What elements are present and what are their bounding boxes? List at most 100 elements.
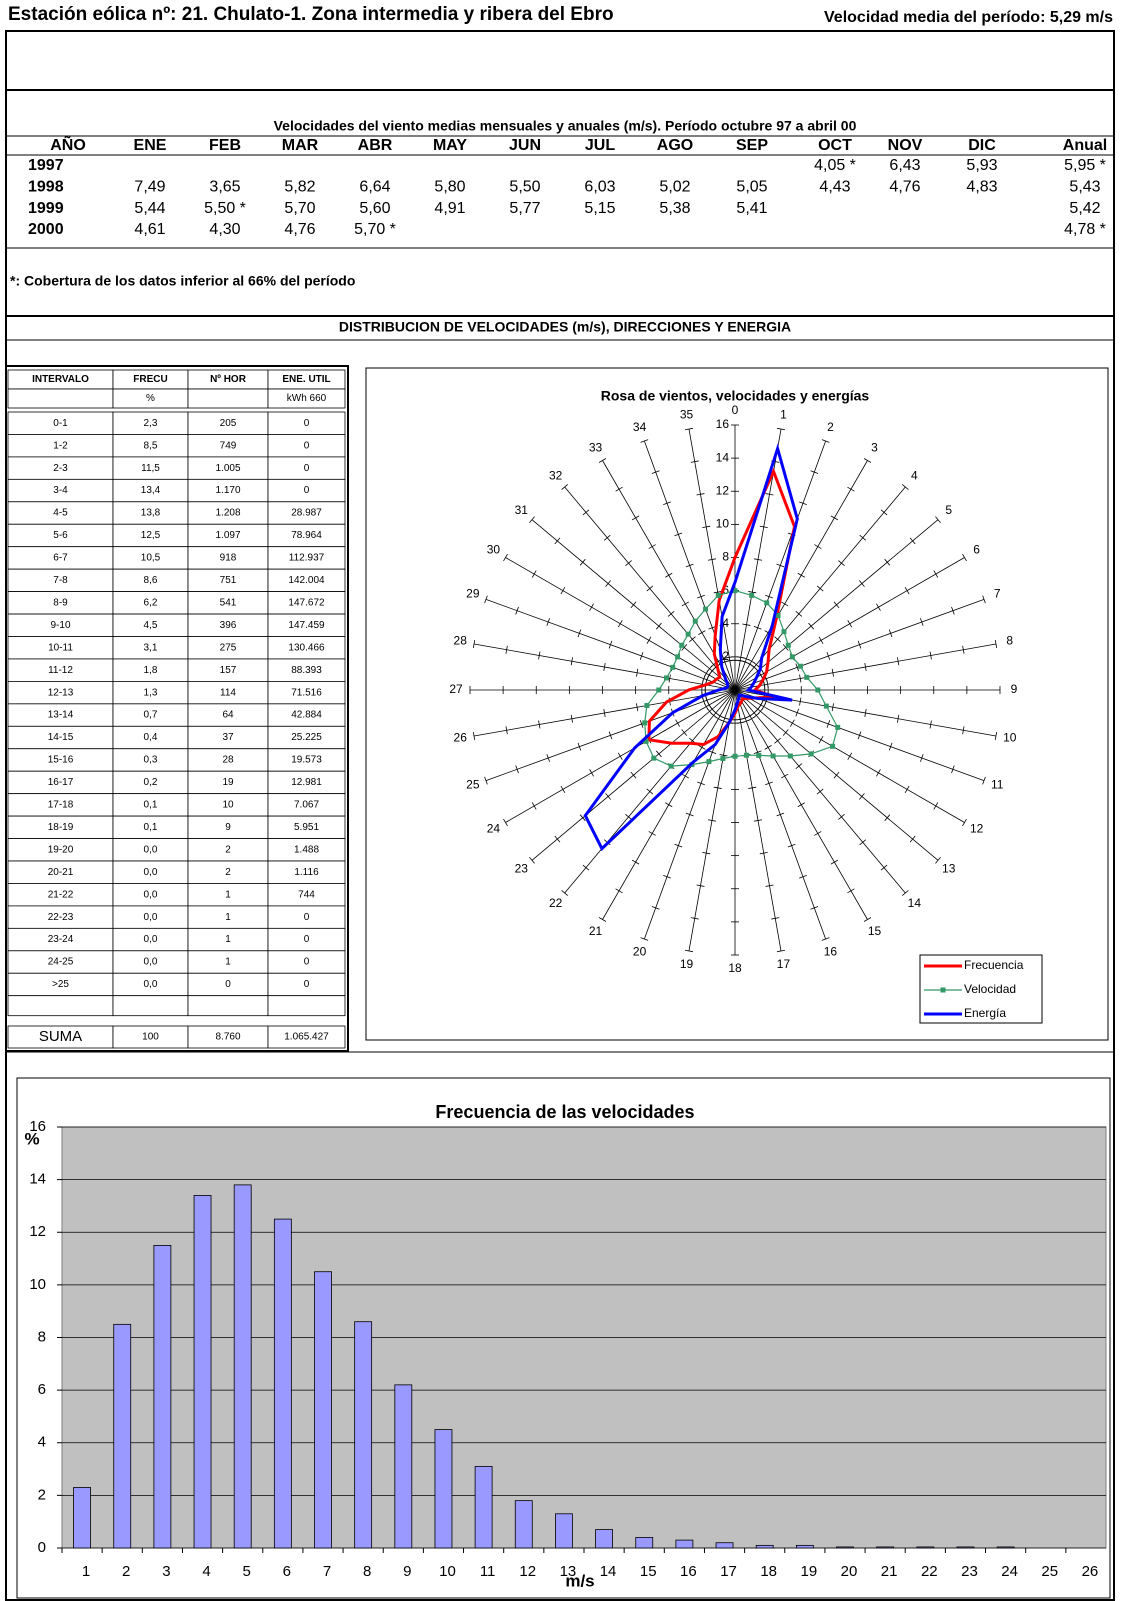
tick-mark	[777, 427, 786, 431]
y-tick-label: 6	[38, 1381, 46, 1398]
tick-mark	[531, 570, 537, 578]
tick-mark	[646, 636, 652, 644]
bar	[956, 1546, 975, 1549]
marker	[775, 612, 781, 618]
marker	[808, 751, 814, 757]
tick-mark	[777, 949, 786, 953]
cell: 14-15	[48, 732, 74, 743]
tick-mark	[579, 814, 586, 822]
tick-mark	[781, 773, 789, 779]
direction-label: 0	[732, 403, 739, 417]
column-header: Anual	[1063, 137, 1107, 154]
tick-mark	[876, 603, 881, 611]
tick-mark	[630, 771, 637, 779]
tick-mark	[625, 813, 632, 820]
tick-mark	[838, 813, 845, 820]
marker	[670, 664, 676, 670]
legend-label: Energía	[964, 1006, 1006, 1020]
tick-mark	[582, 864, 590, 871]
x-tick-label: 19	[801, 1563, 818, 1580]
cell: 4,76	[889, 179, 920, 196]
x-tick-label: 7	[323, 1563, 331, 1580]
cell: 11,5	[141, 463, 160, 474]
tick-mark	[598, 458, 607, 463]
tick-mark	[603, 662, 606, 672]
content: AÑO ENE FEB MAR ABR MAY JUN JUL AGO SEP OCT NOV DIC A…	[5, 134, 1107, 1590]
y-tick-label: 0	[38, 1539, 46, 1556]
tick-mark	[847, 620, 853, 628]
cell: 8,6	[144, 575, 158, 586]
column-header: AGO	[657, 137, 693, 154]
y-tick-label: 2	[38, 1486, 46, 1503]
cell: 10,5	[141, 553, 161, 564]
cell: 0,2	[144, 777, 158, 788]
tick-mark	[713, 786, 722, 789]
tick-mark	[702, 525, 711, 528]
cell: 0	[304, 463, 310, 474]
row-header: 2000	[28, 221, 64, 238]
x-tick-label: 14	[600, 1563, 617, 1580]
cell: 12.981	[291, 777, 322, 788]
cell: 5,93	[966, 157, 997, 174]
x-tick-label: 4	[202, 1563, 210, 1580]
tick-mark	[814, 544, 822, 549]
tick-mark	[962, 726, 965, 735]
tick-mark	[698, 630, 706, 635]
marker	[797, 663, 803, 669]
tick-mark	[713, 591, 722, 594]
legend-label: Frecuencia	[964, 958, 1024, 972]
marker	[644, 703, 650, 709]
tick-mark	[776, 563, 785, 568]
tick-mark	[830, 859, 839, 865]
cell: 1	[225, 889, 231, 900]
marker	[692, 618, 698, 624]
tick-mark	[589, 603, 594, 611]
direction-label: 29	[466, 587, 480, 601]
tick-mark	[816, 585, 824, 592]
marker	[715, 592, 721, 598]
section-title: DISTRIBUCION DE VELOCIDADES (m/s), DIREC…	[339, 319, 791, 335]
bar	[474, 1466, 493, 1549]
tick-mark	[764, 745, 772, 750]
cell: 42.884	[291, 710, 322, 721]
direction-label: 13	[942, 862, 956, 876]
tick-mark	[663, 501, 671, 505]
bar	[193, 1195, 212, 1549]
marker	[744, 752, 750, 758]
cell: 157	[220, 665, 237, 676]
cell: 5,15	[584, 200, 615, 217]
tick-mark	[909, 835, 916, 843]
tick-mark	[651, 470, 660, 474]
tick-mark	[799, 674, 802, 683]
cell: 0	[225, 979, 231, 990]
tick-mark	[684, 949, 693, 953]
column-header: NOV	[888, 137, 923, 154]
tick-mark	[847, 752, 853, 760]
cell: 18-19	[48, 822, 74, 833]
marker	[679, 642, 685, 648]
marker	[835, 724, 841, 730]
marker	[706, 759, 712, 765]
tick-mark	[529, 516, 535, 523]
tick-mark	[577, 742, 582, 751]
bar	[73, 1487, 91, 1549]
cell: 64	[222, 710, 234, 721]
marker	[685, 631, 691, 637]
cell: 2	[225, 867, 231, 878]
tick-mark	[554, 835, 561, 843]
table-cell	[187, 995, 269, 1017]
bar	[394, 1384, 413, 1549]
direction-label: 25	[466, 778, 480, 792]
cell: 0,1	[144, 822, 158, 833]
tick-mark	[605, 580, 612, 587]
cell: 12,5	[141, 530, 161, 541]
direction-label: 32	[549, 468, 563, 482]
tick-mark	[799, 697, 802, 706]
cell: 744	[298, 889, 315, 900]
tick-mark	[651, 906, 660, 910]
marker	[675, 654, 681, 660]
direction-label: 20	[633, 944, 647, 958]
table-frame	[5, 365, 349, 1052]
cell: Nº HOR	[210, 374, 247, 385]
cell: 28.987	[291, 508, 322, 519]
